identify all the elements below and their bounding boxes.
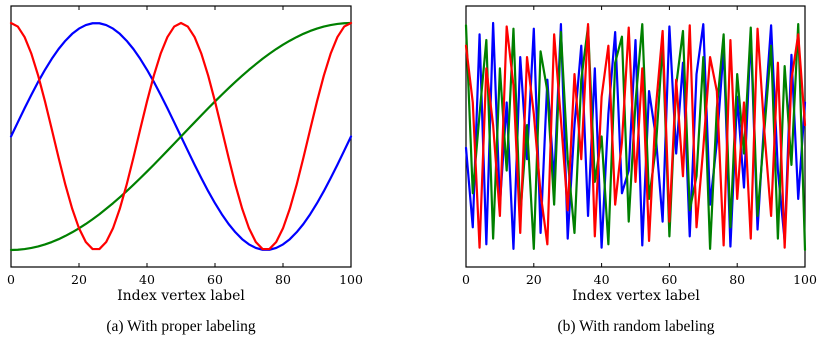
panel-b: 0 20 40 60 80 100 Index vertex label (b) With… [462, 5, 817, 335]
series-red-line-a [9, 21, 353, 251]
caption-b: (b) With random labeling [557, 318, 714, 335]
series-green-line-a [9, 21, 353, 252]
x-tick-label-a-0: 0 [7, 272, 15, 287]
panel-a: 0 20 40 60 80 100 Index vertex label (a) With… [7, 5, 363, 335]
x-tick-label-b-0: 0 [462, 272, 470, 287]
x-ticks-a [10, 6, 352, 267]
x-axis-label-a: Index vertex label [117, 288, 245, 304]
series-red-line-b [464, 23, 807, 249]
x-tick-label-b-20: 20 [526, 272, 542, 287]
x-tick-label-b-60: 60 [661, 272, 677, 287]
x-tick-label-a-60: 60 [207, 272, 223, 287]
x-tick-labels-b: 0 20 40 60 80 100 [462, 272, 817, 287]
x-tick-label-a-80: 80 [275, 272, 291, 287]
x-tick-label-b-40: 40 [594, 272, 610, 287]
caption-a: (a) With proper labeling [106, 318, 256, 335]
series-lines-a [9, 21, 353, 252]
x-tick-label-a-40: 40 [139, 272, 155, 287]
x-tick-label-a-20: 20 [71, 272, 87, 287]
x-axis-label-b: Index vertex label [572, 288, 700, 304]
x-tick-label-b-80: 80 [729, 272, 745, 287]
x-tick-label-a-100: 100 [339, 272, 363, 287]
x-tick-label-b-100: 100 [793, 272, 817, 287]
x-ticks-b [465, 6, 806, 267]
plot-frame-b [465, 5, 806, 268]
series-lines-b [464, 21, 807, 252]
x-tick-labels-a: 0 20 40 60 80 100 [7, 272, 363, 287]
